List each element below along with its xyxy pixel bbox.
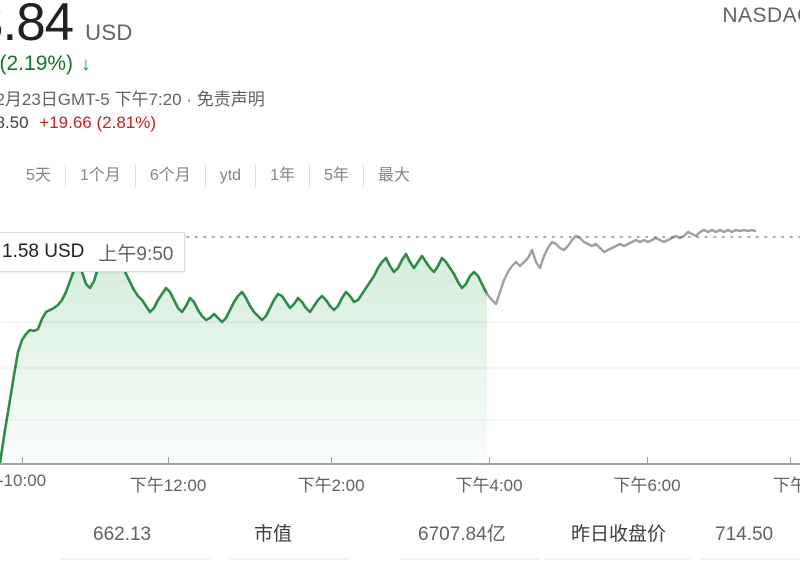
x-axis-tick-3 <box>331 457 332 464</box>
tab-divider <box>204 165 206 187</box>
chart-canvas[interactable] <box>0 208 800 470</box>
x-axis-tick-6 <box>790 457 791 464</box>
chart-tooltip: 1.58 USD 上午9:50 <box>0 232 186 272</box>
price-row: 3.84 USD <box>0 0 133 49</box>
price-change-row: 6 (2.19%) ↓ <box>0 52 91 76</box>
range-tab-2[interactable]: 1个月 <box>79 167 121 184</box>
stat-label-4: 昨日收盘价 <box>571 524 667 545</box>
tab-divider <box>64 165 66 187</box>
x-axis-tick-1 <box>22 457 23 464</box>
timestamp-separator: · <box>186 90 192 109</box>
chart-area-fill-regular-hours <box>0 237 487 470</box>
range-tab-4[interactable]: ytd <box>219 167 242 184</box>
stat-underline-2 <box>230 558 350 560</box>
tab-divider <box>362 165 364 187</box>
x-axis-label-3: 下午2:00 <box>297 476 365 495</box>
afterhours-price: 18.50 <box>0 113 29 132</box>
quote-timestamp: : 2月23日GMT-5 下午7:20 <box>0 90 182 109</box>
stat-underline-1 <box>60 558 210 560</box>
tab-divider <box>308 165 310 187</box>
x-axis-label-6: 下午 <box>773 476 800 495</box>
tooltip-time: 上午9:50 <box>98 243 174 265</box>
price-change-percent: 6 (2.19%) <box>0 52 74 75</box>
afterhours-row: 18.50 +19.66 (2.81%) <box>0 113 156 133</box>
current-price: 3.84 <box>0 0 74 52</box>
range-tab-3[interactable]: 6个月 <box>149 167 191 184</box>
chart-x-axis: -10:00 下午12:00 下午2:00 下午4:00 下午6:00 下午 <box>0 457 800 511</box>
range-tab-5[interactable]: 1年 <box>270 167 295 184</box>
stat-underline-5 <box>700 558 800 560</box>
disclaimer-link[interactable]: 免责声明 <box>196 90 265 109</box>
stat-underline-4 <box>545 558 690 560</box>
x-axis-label-5: 下午6:00 <box>613 476 681 495</box>
quote-header: 3.84 USD NASDAQ 6 (2.19%) ↓ : 2月23日GMT-5… <box>0 0 800 148</box>
range-tab-bar: 5天 1个月 6个月 ytd 1年 5年 最大 <box>0 152 800 200</box>
tab-divider <box>255 165 257 187</box>
price-chart[interactable]: 1.58 USD 上午9:50 <box>0 208 800 470</box>
currency-label: USD <box>85 20 133 45</box>
timestamp-row: : 2月23日GMT-5 下午7:20 · 免责声明 <box>0 85 265 110</box>
x-axis-label-4: 下午4:00 <box>455 476 523 495</box>
x-axis-tick-4 <box>489 457 490 464</box>
range-tab-1[interactable]: 5天 <box>26 167 51 184</box>
stat-label-2: 市值 <box>254 524 293 545</box>
range-tab-7[interactable]: 最大 <box>377 167 410 184</box>
x-axis-label-1: -10:00 <box>0 471 47 490</box>
x-axis-tick-2 <box>168 457 169 464</box>
x-axis-label-2: 下午12:00 <box>129 476 207 495</box>
chart-line-after-hours <box>485 228 757 306</box>
afterhours-change: +19.66 (2.81%) <box>39 113 156 132</box>
stat-underline-3 <box>400 558 540 560</box>
stat-value-1: 662.13 <box>93 524 152 545</box>
tab-divider <box>134 165 136 187</box>
change-down-arrow-icon: ↓ <box>81 53 91 75</box>
chart-line-regular-hours <box>0 235 489 465</box>
summary-stats-row: 662.13 市值 6707.84亿 昨日收盘价 714.50 <box>0 522 800 566</box>
x-axis-tick-5 <box>647 457 648 464</box>
exchange-label: NASDAQ <box>722 4 800 27</box>
range-tab-6[interactable]: 5年 <box>323 167 349 184</box>
stat-value-5: 714.50 <box>715 524 774 545</box>
stat-value-3: 6707.84亿 <box>418 524 506 545</box>
tooltip-price: 1.58 USD <box>2 241 85 262</box>
axis-baseline <box>0 463 800 465</box>
